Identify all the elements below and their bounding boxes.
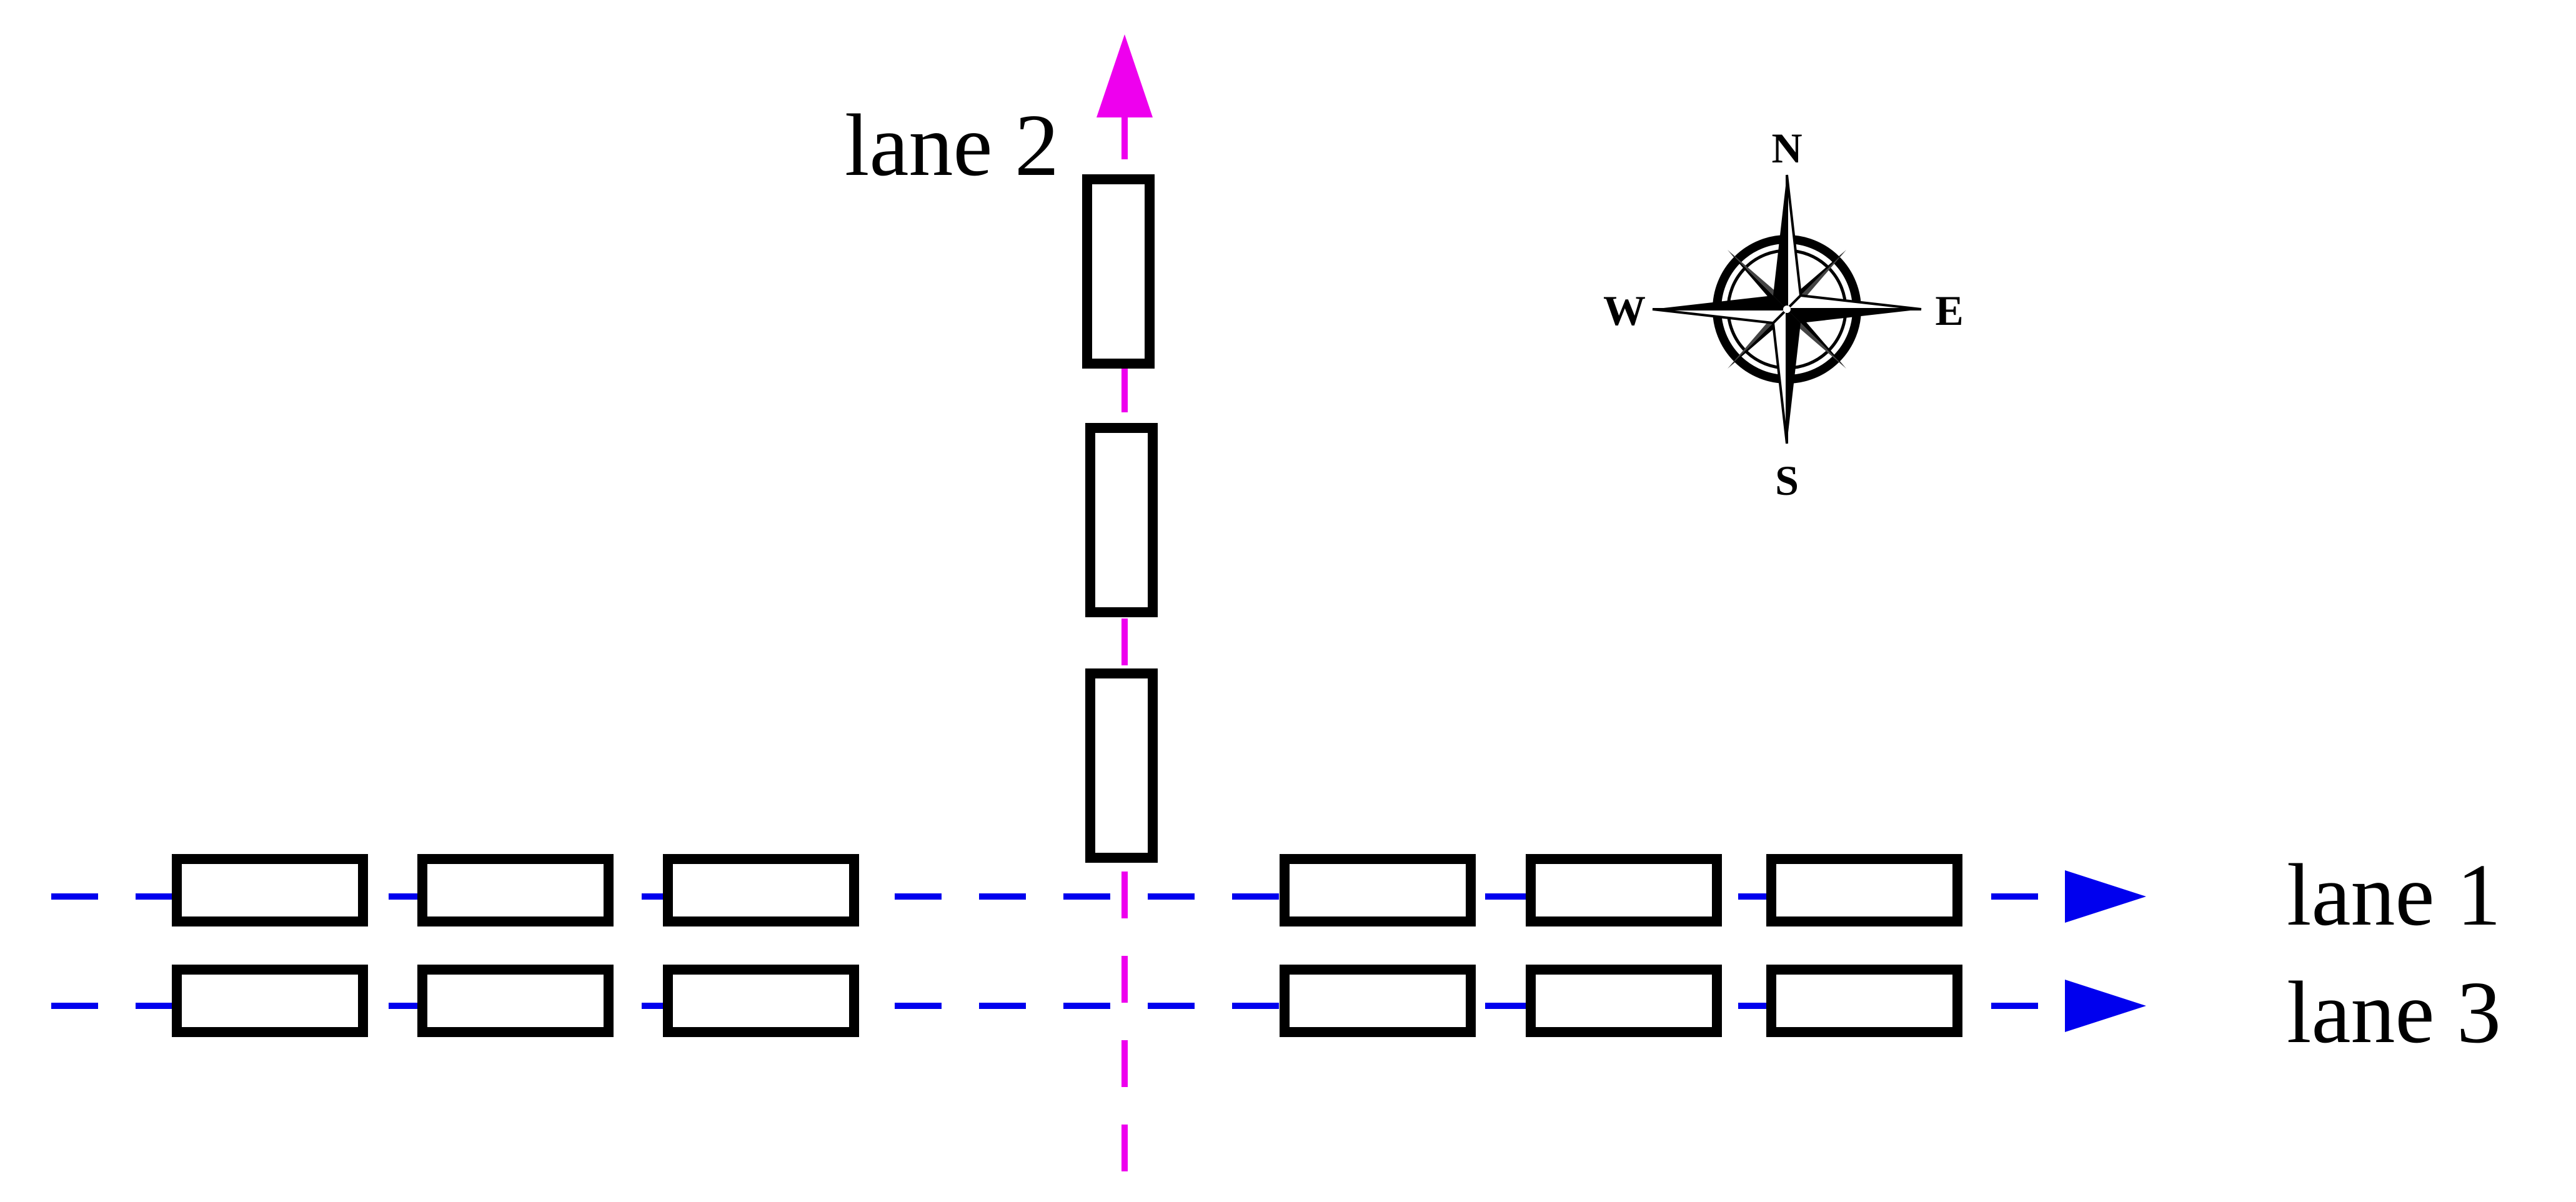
lane-3-label: lane 3 [2287, 963, 2501, 1061]
vehicle [417, 965, 614, 1037]
vehicle [172, 854, 368, 926]
lane-1-arrowhead [2065, 870, 2146, 923]
compass-south-label: S [1775, 457, 1799, 504]
lane-1-label: lane 1 [2287, 845, 2501, 944]
vehicle [1085, 423, 1158, 617]
lane-3-vehicles [172, 965, 1962, 1037]
compass-west-label: W [1603, 287, 1646, 334]
vehicle [1082, 174, 1155, 369]
lane-2-arrowhead [1097, 34, 1153, 117]
lane-3-path [51, 980, 2146, 1032]
compass-east-label: E [1935, 287, 1963, 334]
vehicle [172, 965, 368, 1037]
vehicle [1526, 965, 1722, 1037]
vehicle [1526, 854, 1722, 926]
vehicle [1280, 854, 1476, 926]
lane-1-path [51, 870, 2146, 923]
vehicle [417, 854, 614, 926]
vehicle [1280, 965, 1476, 1037]
vehicle [1085, 668, 1158, 863]
compass-rose-icon [1652, 174, 1922, 444]
vehicle [663, 965, 859, 1037]
lane-2-label: lane 2 [845, 96, 1059, 194]
compass-north-label: N [1771, 124, 1802, 172]
vehicle [663, 854, 859, 926]
lane-2-vehicles [1082, 174, 1158, 863]
vehicle [1766, 854, 1962, 926]
vehicle [1766, 965, 1962, 1037]
lane-3-arrowhead [2065, 980, 2146, 1032]
lane-1-vehicles [172, 854, 1962, 926]
